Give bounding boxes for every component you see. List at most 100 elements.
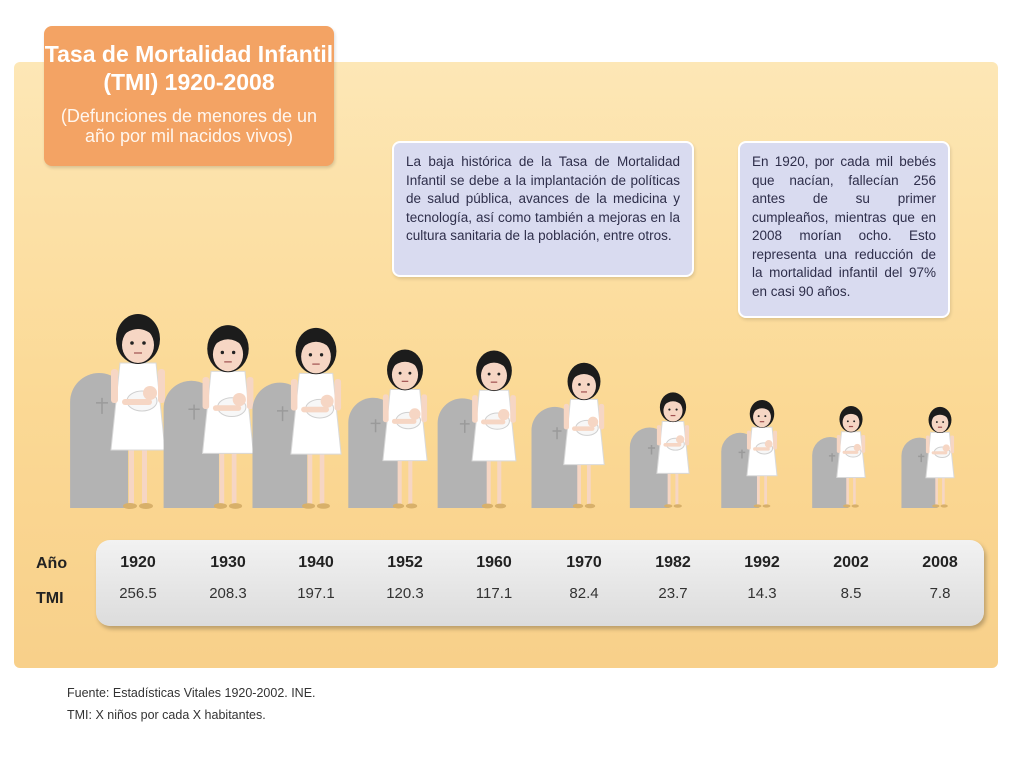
forearm <box>572 426 595 431</box>
shoe <box>843 504 851 508</box>
fringe <box>390 352 420 369</box>
shoe <box>392 503 405 509</box>
eye <box>942 421 945 423</box>
data-column-1952: 1952 120.3 <box>370 550 440 602</box>
fringe <box>120 318 156 337</box>
cross-icon <box>828 453 836 462</box>
data-column-1970: 1970 82.4 <box>549 550 619 602</box>
year-label: 1982 <box>655 554 691 571</box>
mother-figure-2008 <box>901 406 955 508</box>
baby-head <box>143 386 157 400</box>
chart-subtitle: (Defunciones de menores de un año por mi… <box>60 106 318 146</box>
leg <box>408 458 413 507</box>
shoe <box>494 503 507 509</box>
mother-figure-1960 <box>437 350 517 509</box>
leg <box>586 463 591 507</box>
year-label: 1952 <box>387 554 423 571</box>
year-label: 1960 <box>476 554 512 571</box>
arm <box>510 395 516 423</box>
face <box>212 337 244 372</box>
leg <box>764 474 768 507</box>
baby-head <box>320 394 334 408</box>
eye <box>220 350 225 355</box>
tombstone-icon <box>437 398 487 508</box>
cross-icon <box>459 419 470 433</box>
shoe <box>932 504 940 508</box>
data-column-2008: 2008 7.8 <box>905 550 975 602</box>
shoe <box>405 503 418 509</box>
tombstone-icon <box>531 406 578 508</box>
tombstone-icon <box>163 380 219 508</box>
leg <box>853 476 856 507</box>
year-label: 1970 <box>566 554 602 571</box>
footer-definition: TMI: X niños por cada X habitantes. <box>67 708 266 722</box>
tmi-value: 23.7 <box>658 585 688 602</box>
eye <box>757 415 760 418</box>
face <box>481 361 507 391</box>
arm <box>202 376 210 410</box>
eye <box>675 408 678 411</box>
arm <box>246 376 254 410</box>
cross-icon <box>738 449 746 459</box>
eye <box>142 341 146 345</box>
fringe <box>570 365 598 380</box>
mother-figure-1982 <box>629 392 690 508</box>
eye <box>587 383 590 386</box>
arm <box>684 425 690 446</box>
tombstone-icon <box>252 382 308 508</box>
data-column-1992: 1992 14.3 <box>727 550 797 602</box>
tmi-value: 256.5 <box>119 585 157 602</box>
year-label: 1992 <box>744 554 780 571</box>
tmi-value: 82.4 <box>569 585 599 602</box>
shoe <box>139 503 153 509</box>
forearm <box>122 399 152 405</box>
cross-icon <box>277 406 289 422</box>
arm <box>598 403 605 430</box>
baby-head <box>409 408 421 420</box>
forearm <box>391 418 417 424</box>
data-column-1920: 1920 256.5 <box>103 550 173 602</box>
row-label-year: Año <box>36 555 68 572</box>
year-label: 1930 <box>210 554 246 571</box>
year-label: 2008 <box>922 554 958 571</box>
leg <box>231 451 237 507</box>
forearm <box>212 405 242 411</box>
note-reduction-summary: En 1920, por cada mil bebés que nacían, … <box>738 141 950 318</box>
tmi-value: 7.8 <box>929 585 951 602</box>
data-column-1940: 1940 197.1 <box>281 550 351 602</box>
data-table-bar <box>96 540 984 626</box>
shoe <box>572 503 584 509</box>
arm <box>421 394 428 423</box>
tombstone-icon <box>348 397 398 508</box>
mother-figure-1952 <box>348 349 428 509</box>
eye <box>308 353 313 357</box>
forearm <box>842 450 859 454</box>
fringe <box>751 402 773 413</box>
baby-head <box>675 435 685 444</box>
fringe <box>299 331 333 350</box>
forearm <box>753 447 770 451</box>
arm <box>861 434 866 453</box>
footer-source: Fuente: Estadísticas Vitales 1920-2002. … <box>67 686 316 700</box>
year-label: 2002 <box>833 554 869 571</box>
arm <box>290 378 298 411</box>
shoe <box>673 504 682 508</box>
leg <box>129 448 134 506</box>
arm <box>773 430 778 450</box>
data-column-1930: 1930 208.3 <box>193 550 263 602</box>
cross-icon <box>552 427 562 440</box>
baby-head <box>942 444 950 452</box>
fringe <box>479 353 509 370</box>
chart-title: Tasa de Mortalidad Infantil <box>44 41 334 67</box>
baby-head <box>764 440 773 448</box>
leg <box>486 459 491 507</box>
eye <box>668 408 671 411</box>
arm <box>746 430 751 450</box>
data-column-1982: 1982 23.7 <box>638 550 708 602</box>
title-box: Tasa de Mortalidad Infantil (TMI) 1920-2… <box>44 26 334 166</box>
leg <box>942 476 945 507</box>
face <box>391 360 419 390</box>
mother-figure-1970 <box>531 362 605 509</box>
tmi-value: 14.3 <box>747 585 777 602</box>
